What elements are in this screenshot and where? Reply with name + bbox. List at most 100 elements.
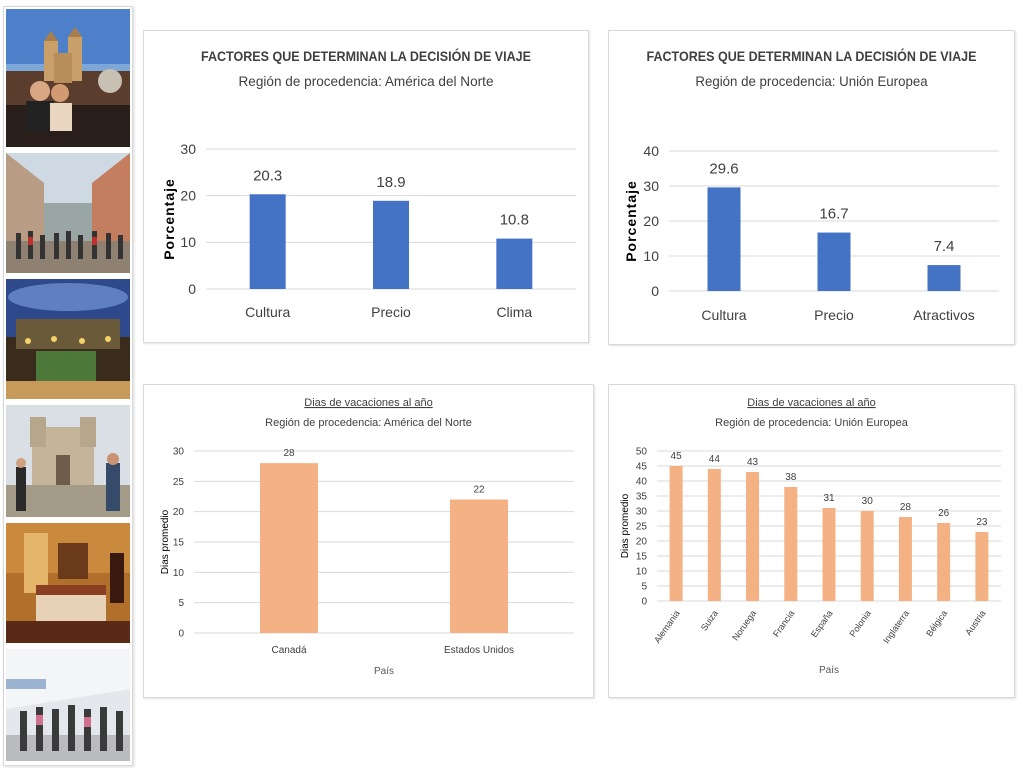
photo-courtyard-night [6,279,130,399]
bar-noruega [746,472,760,601]
y-tick-label: 20 [636,537,648,548]
data-label: 18.9 [376,174,405,191]
y-tick-label: 20 [173,507,185,518]
data-label: 28 [900,502,912,513]
y-tick-label: 40 [643,143,659,159]
photo-cathedral-tourists [6,9,130,147]
bar-cultura [707,187,741,291]
chart-title: Dias de vacaciones al año [304,397,432,409]
y-axis-label: Dias promedio [620,493,631,558]
y-tick-label: 35 [636,492,648,503]
data-label: 31 [823,493,835,504]
bar-precio [373,200,409,289]
bar-austria [975,532,989,601]
x-category-label: Canadá [271,645,306,656]
y-tick-label: 15 [636,552,648,563]
y-tick-label: 25 [173,477,185,488]
data-label: 30 [862,496,874,507]
y-tick-label: 5 [178,598,184,609]
y-axis-label: Porcentaje [161,178,177,260]
x-category-label: Cultura [701,307,746,323]
y-axis-label: Dias promedio [160,509,171,574]
x-category-label: Suiza [699,608,720,632]
x-category-label: Inglaterra [881,608,911,645]
x-category-label: Clima [496,304,532,320]
y-tick-label: 0 [641,597,647,608]
data-label: 44 [709,454,721,465]
bar-bélgica [937,523,951,601]
photo-pedestrian-street [6,153,130,273]
y-tick-label: 30 [173,447,185,458]
chart-subtitle: Región de procedencia: Unión Europea [695,73,927,89]
bar-atractivos [927,265,961,291]
chart-title: Dias de vacaciones al año [747,397,875,409]
chart-subtitle: Región de procedencia: América del Norte [239,73,494,89]
photo-church-plaza [6,405,130,517]
data-label: 22 [473,485,485,496]
x-category-label: Cultura [245,304,290,320]
y-axis-label: Porcentaje [623,180,639,262]
x-category-label: Polonia [847,608,872,638]
chart-title: FACTORES QUE DETERMINAN LA DECISIÓN DE V… [201,47,531,64]
data-label: 23 [976,517,988,528]
photo-hotel-room [6,523,130,643]
chart-panel-factors-european-union: FACTORES QUE DETERMINAN LA DECISIÓN DE V… [608,30,1015,345]
y-tick-label: 20 [180,188,196,204]
data-label: 10.8 [500,212,529,229]
data-label: 26 [938,508,950,519]
x-category-label: Austria [963,608,987,637]
bar-inglaterra [898,517,912,601]
data-label: 45 [671,451,683,462]
bar-canadá [260,463,318,633]
bar-polonia [860,511,874,601]
bar-suiza [707,469,721,601]
chart-subtitle: Región de procedencia: Unión Europea [715,417,909,429]
chart-panel-vacation-north-america: Dias de vacaciones al año Región de proce… [143,384,594,698]
chart-subtitle: Región de procedencia: América del Norte [265,417,472,429]
chart-factors-north-america: FACTORES QUE DETERMINAN LA DECISIÓN DE V… [161,47,576,320]
chart-title: FACTORES QUE DETERMINAN LA DECISIÓN DE V… [647,47,977,64]
y-tick-label: 0 [178,629,184,640]
photo-airport-terminal [6,649,130,761]
y-tick-label: 10 [173,568,185,579]
bar-francia [784,487,798,601]
y-tick-label: 30 [180,141,196,157]
x-axis-label: País [374,666,394,677]
y-tick-label: 30 [643,178,659,194]
x-category-label: Atractivos [913,307,974,323]
x-axis-label: País [819,665,839,676]
data-label: 28 [283,448,295,459]
y-tick-label: 45 [636,462,648,473]
y-tick-label: 10 [636,567,648,578]
data-label: 7.4 [934,238,955,255]
bar-alemania [669,466,683,601]
x-category-label: Bélgica [924,608,949,638]
data-label: 20.3 [253,167,282,184]
y-tick-label: 50 [636,447,648,458]
photo-strip [3,6,133,766]
y-tick-label: 40 [636,477,648,488]
y-tick-label: 0 [188,281,196,297]
data-label: 29.6 [709,160,738,177]
y-tick-label: 25 [636,522,648,533]
y-tick-label: 30 [636,507,648,518]
data-label: 38 [785,472,797,483]
bar-precio [817,232,851,291]
y-tick-label: 0 [651,283,659,299]
bar-estados-unidos [450,499,508,633]
x-category-label: Estados Unidos [444,645,514,656]
bar-cultura [249,194,286,289]
chart-panel-vacation-european-union: Dias de vacaciones al año Región de proce… [608,384,1015,698]
bar-clima [496,238,533,289]
bar-españa [822,508,836,601]
y-tick-label: 15 [173,538,185,549]
y-tick-label: 20 [643,213,659,229]
data-label: 16.7 [819,206,848,223]
chart-factors-european-union: FACTORES QUE DETERMINAN LA DECISIÓN DE V… [623,47,999,323]
x-category-label: España [809,608,835,639]
x-category-label: Francia [771,608,796,638]
chart-vacation-days-north-america: Dias de vacaciones al año Región de proce… [160,397,574,677]
y-tick-label: 5 [641,582,647,593]
data-label: 43 [747,457,759,468]
chart-panel-factors-north-america: FACTORES QUE DETERMINAN LA DECISIÓN DE V… [143,30,589,343]
